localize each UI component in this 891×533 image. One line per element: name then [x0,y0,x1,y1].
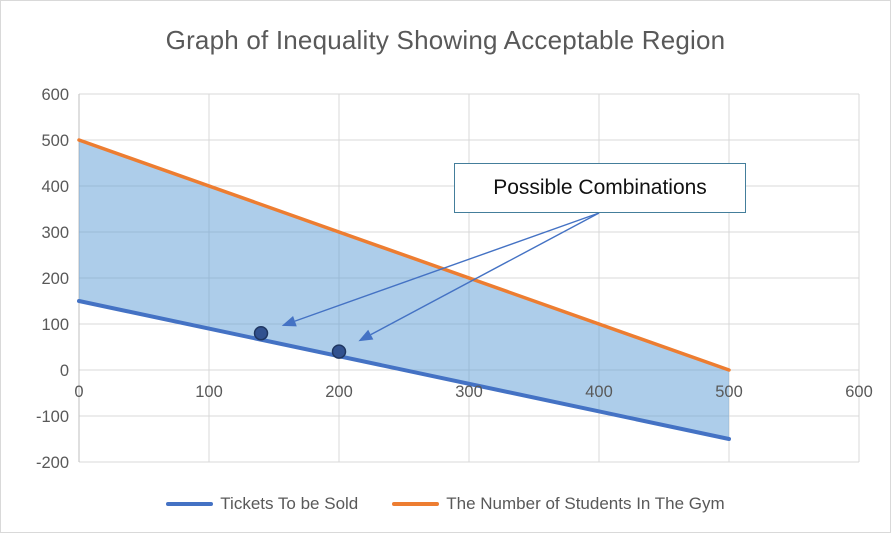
x-tick-label: 500 [715,383,743,401]
x-tick-label: 600 [845,383,873,401]
y-tick-label: 200 [41,270,69,288]
annotation-box: Possible Combinations [454,163,746,213]
annotation-arrow-line [294,212,600,322]
y-tick-label: 300 [41,224,69,242]
tick-labels: 0 100 200 300 400 500 600 600 500 400 300 200 100 0 -1… [36,86,873,472]
legend-label: The Number of Students In The Gym [446,494,725,513]
legend-line-swatch-orange [392,501,440,507]
legend-item-tickets: Tickets To be Sold [166,494,358,514]
annotation-label: Possible Combinations [493,176,707,199]
x-tick-label: 400 [585,383,613,401]
y-tick-label: 600 [41,86,69,104]
legend: Tickets To be Sold The Number of Student… [1,494,890,514]
y-tick-label: -200 [36,454,69,472]
series-line-0 [77,299,731,441]
x-tick-label: 100 [195,383,223,401]
y-tick-label: -100 [36,408,69,426]
acceptable-region-fill [79,140,729,439]
series-line-1 [77,138,731,372]
data-point [331,344,347,359]
legend-item-students: The Number of Students In The Gym [392,494,725,514]
y-tick-label: 100 [41,316,69,334]
annotation-arrowhead [358,329,374,342]
legend-line-swatch-blue [166,501,214,507]
annotation-arrowhead [281,315,297,327]
x-tick-label: 300 [455,383,483,401]
y-tick-label: 0 [60,362,69,380]
data-point [253,325,269,341]
x-tick-label: 0 [74,383,83,401]
annotation-arrow-line [370,212,600,336]
chart-title: Graph of Inequality Showing Acceptable R… [165,25,726,55]
x-tick-label: 200 [325,383,353,401]
y-tick-label: 500 [41,132,69,150]
legend-label: Tickets To be Sold [220,494,359,513]
y-tick-label: 400 [41,178,69,196]
